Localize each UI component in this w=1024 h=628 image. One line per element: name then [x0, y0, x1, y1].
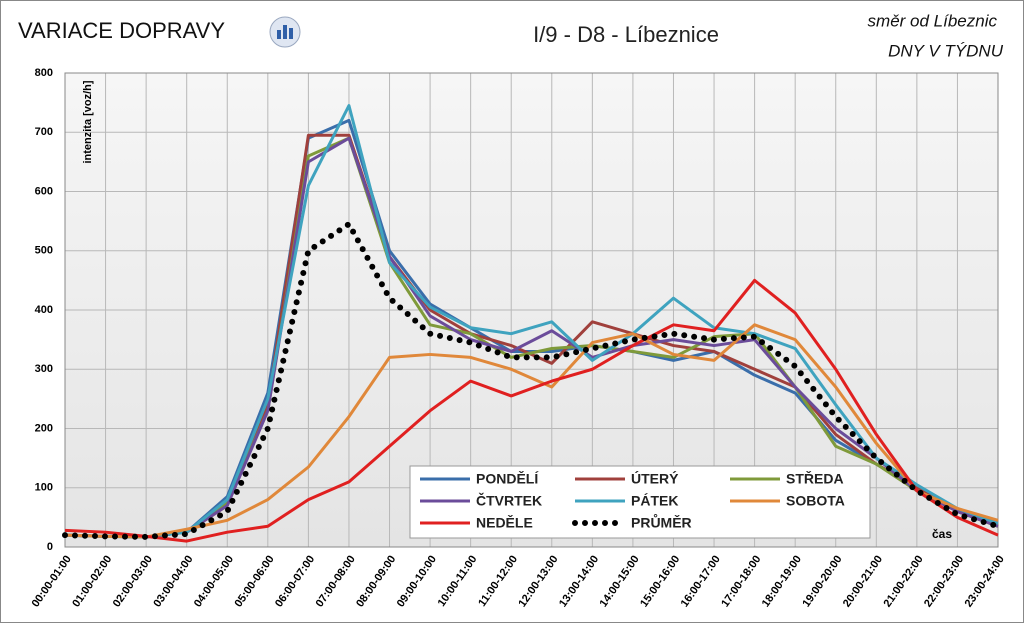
legend-label: ČTVRTEK	[476, 492, 542, 509]
y-tick-label: 100	[35, 482, 53, 494]
legend-label: SOBOTA	[786, 493, 845, 509]
series-line	[62, 221, 1001, 540]
y-tick-label: 600	[35, 185, 53, 197]
y-tick-label: 700	[35, 126, 53, 138]
legend-label: NEDĚLE	[476, 514, 533, 531]
y-tick-label: 0	[47, 541, 53, 553]
y-tick-label: 500	[35, 245, 53, 257]
plot-border	[64, 72, 999, 548]
series-line	[64, 136, 999, 539]
series-line	[64, 104, 999, 539]
legend-box	[409, 465, 871, 539]
series-line	[64, 136, 999, 539]
y-tick-label: 400	[35, 304, 53, 316]
direction: směr od Líbeznic	[868, 11, 998, 30]
legend-label: PONDĚLÍ	[476, 470, 539, 487]
y-tick-label: 300	[35, 363, 53, 375]
y-axis-label: intenzita [voz/h]	[82, 80, 94, 163]
legend-label: PRŮMĚR	[631, 513, 692, 531]
chart-subtitle: I/9 - D8 - Líbeznice	[533, 22, 719, 47]
logo-icon	[269, 16, 301, 48]
series-line	[64, 278, 999, 543]
x-axis-label: čas	[932, 527, 952, 541]
series-line	[64, 323, 999, 539]
legend-label: ÚTERÝ	[631, 470, 679, 487]
y-tick-label: 200	[35, 422, 53, 434]
legend-label: PÁTEK	[631, 493, 678, 509]
y-tick-label: 800	[35, 67, 53, 79]
variant: DNY V TÝDNU	[888, 41, 1004, 60]
chart-title: VARIACE DOPRAVY	[18, 18, 225, 43]
legend-label: STŘEDA	[786, 470, 844, 487]
